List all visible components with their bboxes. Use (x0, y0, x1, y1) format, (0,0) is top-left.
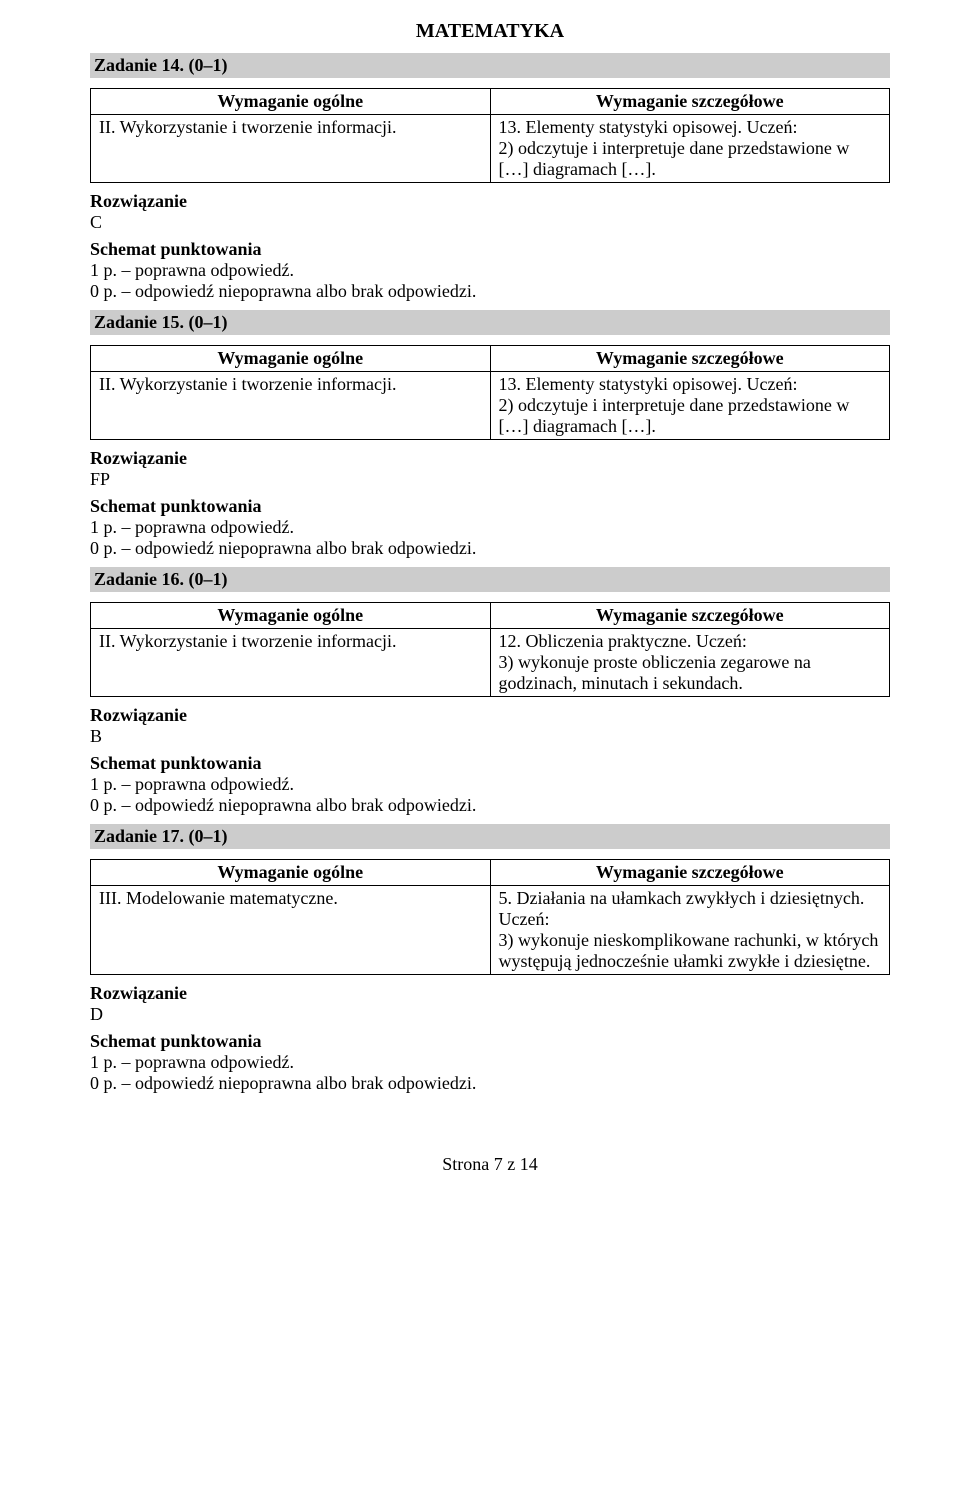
task-title: Zadanie 15. (0–1) (90, 310, 890, 335)
solution-value: C (90, 212, 102, 232)
solution-heading: Rozwiązanie (90, 983, 890, 1004)
solution-value: D (90, 1004, 103, 1024)
scoring-heading: Schemat punktowania (90, 753, 890, 774)
solution-block: Rozwiązanie FP (90, 448, 890, 490)
solution-value: FP (90, 469, 110, 489)
solution-heading: Rozwiązanie (90, 705, 890, 726)
task-title: Zadanie 17. (0–1) (90, 824, 890, 849)
solution-value: B (90, 726, 102, 746)
col-header-szczegolowe: Wymaganie szczegółowe (490, 860, 890, 886)
solution-heading: Rozwiązanie (90, 191, 890, 212)
col-header-szczegolowe: Wymaganie szczegółowe (490, 89, 890, 115)
scoring-line2: 0 p. – odpowiedź niepoprawna albo brak o… (90, 1073, 476, 1093)
page-title: MATEMATYKA (90, 20, 890, 43)
scoring-heading: Schemat punktowania (90, 239, 890, 260)
cell-ogolne: II. Wykorzystanie i tworzenie informacji… (91, 115, 491, 183)
col-header-szczegolowe: Wymaganie szczegółowe (490, 346, 890, 372)
cell-szczegolowe: 5. Działania na ułamkach zwykłych i dzie… (490, 886, 890, 975)
scoring-block: Schemat punktowania 1 p. – poprawna odpo… (90, 1031, 890, 1094)
page-footer: Strona 7 z 14 (90, 1154, 890, 1175)
solution-heading: Rozwiązanie (90, 448, 890, 469)
requirements-table: Wymaganie ogólne Wymaganie szczegółowe I… (90, 345, 890, 440)
solution-block: Rozwiązanie C (90, 191, 890, 233)
scoring-block: Schemat punktowania 1 p. – poprawna odpo… (90, 753, 890, 816)
scoring-line1: 1 p. – poprawna odpowiedź. (90, 1052, 294, 1072)
page-container: MATEMATYKA Zadanie 14. (0–1) Wymaganie o… (0, 0, 960, 1215)
col-header-szczegolowe: Wymaganie szczegółowe (490, 603, 890, 629)
cell-szczegolowe: 13. Elementy statystyki opisowej. Uczeń:… (490, 372, 890, 440)
scoring-line1: 1 p. – poprawna odpowiedź. (90, 774, 294, 794)
cell-szczegolowe: 12. Obliczenia praktyczne. Uczeń:3) wyko… (490, 629, 890, 697)
scoring-line2: 0 p. – odpowiedź niepoprawna albo brak o… (90, 281, 476, 301)
scoring-line2: 0 p. – odpowiedź niepoprawna albo brak o… (90, 795, 476, 815)
col-header-ogolne: Wymaganie ogólne (91, 603, 491, 629)
col-header-ogolne: Wymaganie ogólne (91, 860, 491, 886)
scoring-line1: 1 p. – poprawna odpowiedź. (90, 260, 294, 280)
solution-block: Rozwiązanie D (90, 983, 890, 1025)
scoring-line1: 1 p. – poprawna odpowiedź. (90, 517, 294, 537)
task-title: Zadanie 14. (0–1) (90, 53, 890, 78)
col-header-ogolne: Wymaganie ogólne (91, 346, 491, 372)
scoring-block: Schemat punktowania 1 p. – poprawna odpo… (90, 239, 890, 302)
cell-ogolne: II. Wykorzystanie i tworzenie informacji… (91, 372, 491, 440)
requirements-table: Wymaganie ogólne Wymaganie szczegółowe I… (90, 88, 890, 183)
requirements-table: Wymaganie ogólne Wymaganie szczegółowe I… (90, 859, 890, 975)
cell-ogolne: III. Modelowanie matematyczne. (91, 886, 491, 975)
scoring-block: Schemat punktowania 1 p. – poprawna odpo… (90, 496, 890, 559)
col-header-ogolne: Wymaganie ogólne (91, 89, 491, 115)
scoring-line2: 0 p. – odpowiedź niepoprawna albo brak o… (90, 538, 476, 558)
scoring-heading: Schemat punktowania (90, 496, 890, 517)
requirements-table: Wymaganie ogólne Wymaganie szczegółowe I… (90, 602, 890, 697)
scoring-heading: Schemat punktowania (90, 1031, 890, 1052)
solution-block: Rozwiązanie B (90, 705, 890, 747)
task-title: Zadanie 16. (0–1) (90, 567, 890, 592)
cell-szczegolowe: 13. Elementy statystyki opisowej. Uczeń:… (490, 115, 890, 183)
cell-ogolne: II. Wykorzystanie i tworzenie informacji… (91, 629, 491, 697)
